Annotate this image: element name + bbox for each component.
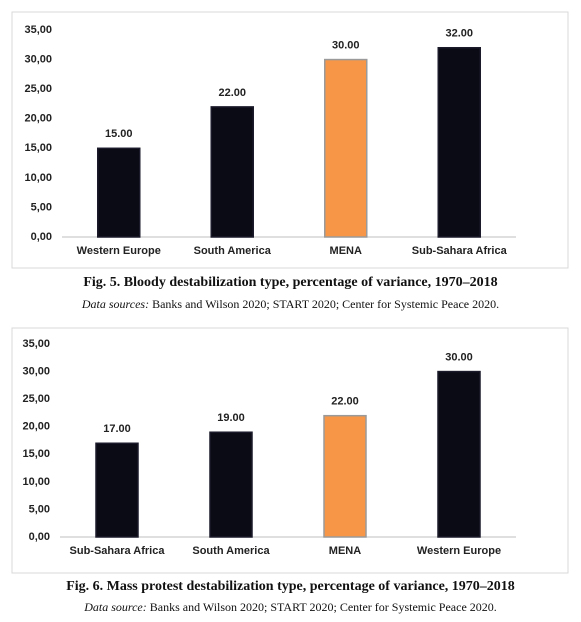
y-tick-label: 25,00: [24, 83, 52, 95]
caption: Fig. 6. Mass protest destabilization typ…: [66, 579, 515, 594]
data-label: 22.00: [331, 396, 359, 408]
y-tick-label: 5,00: [29, 503, 50, 515]
data-label: 30.00: [445, 351, 473, 363]
source-line: Data sources: Banks and Wilson 2020; STA…: [0, 297, 581, 312]
data-label: 15.00: [105, 128, 133, 140]
data-label: 30.00: [332, 39, 360, 51]
caption: Fig. 5. Bloody destabilization type, per…: [83, 275, 498, 290]
y-tick-label: 20,00: [22, 421, 50, 433]
bar: [437, 370, 481, 538]
bar: [437, 46, 481, 238]
y-tick-label: 35,00: [22, 338, 50, 350]
x-tick-label: MENA: [330, 245, 362, 257]
bar: [209, 431, 253, 538]
y-tick-label: 35,00: [24, 24, 52, 36]
source-label: Data source:: [84, 600, 147, 614]
x-tick-label: Western Europe: [77, 245, 161, 257]
x-tick-label: Western Europe: [417, 545, 501, 557]
source-line: Data source: Banks and Wilson 2020; STAR…: [0, 600, 581, 615]
data-label: 17.00: [103, 423, 131, 435]
x-tick-label: MENA: [329, 545, 361, 557]
y-tick-label: 10,00: [24, 172, 52, 184]
data-label: 32.00: [445, 28, 473, 40]
y-tick-label: 25,00: [22, 393, 50, 405]
y-tick-label: 0,00: [29, 531, 50, 543]
bar: [323, 414, 367, 538]
chart-frame: [11, 327, 569, 574]
bar: [210, 106, 254, 238]
y-tick-label: 10,00: [22, 476, 50, 488]
source: Banks and Wilson 2020; START 2020; Cente…: [149, 600, 497, 614]
source-label: Data sources:: [81, 297, 150, 311]
bar: [95, 442, 139, 538]
chart-frame: [11, 11, 569, 269]
y-tick-label: 5,00: [31, 201, 52, 213]
x-tick-label: South America: [194, 245, 272, 257]
x-tick-label: South America: [192, 545, 270, 557]
y-tick-label: 30,00: [24, 53, 52, 65]
y-tick-label: 20,00: [24, 113, 52, 125]
data-label: 22.00: [218, 87, 246, 99]
y-tick-label: 30,00: [22, 365, 50, 377]
bar: [97, 147, 141, 238]
y-tick-label: 0,00: [31, 231, 52, 243]
x-tick-label: Sub-Sahara Africa: [412, 245, 508, 257]
data-label: 19.00: [217, 412, 245, 424]
y-tick-label: 15,00: [24, 142, 52, 154]
y-tick-label: 15,00: [22, 448, 50, 460]
x-tick-label: Sub-Sahara Africa: [70, 545, 166, 557]
source: Banks and Wilson 2020; START 2020; Cente…: [152, 297, 500, 311]
bar: [324, 58, 368, 238]
